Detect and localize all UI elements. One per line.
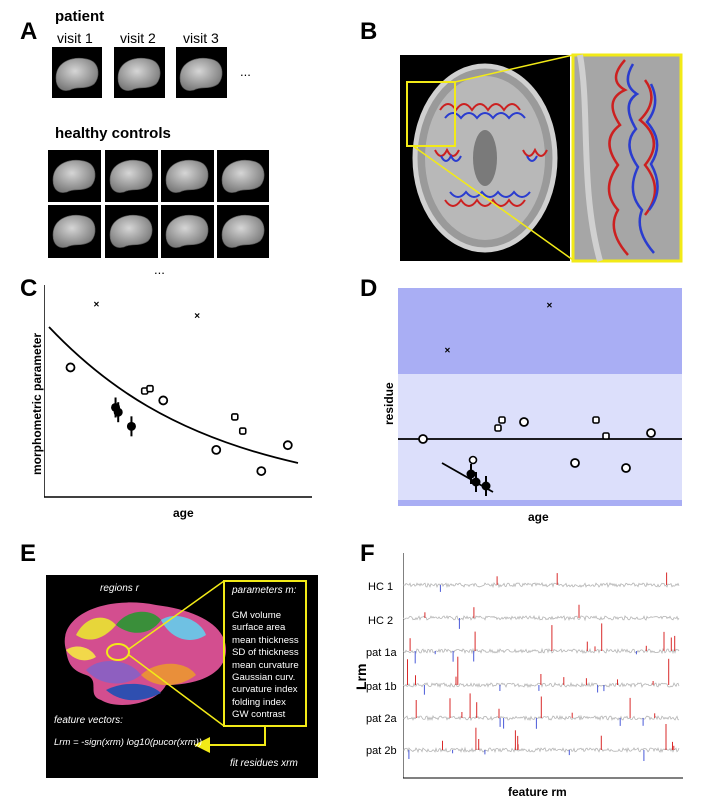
c-point-open xyxy=(65,362,76,373)
patient-title: patient xyxy=(55,8,105,25)
region xyxy=(116,611,161,633)
c-point-square xyxy=(146,384,154,393)
d-point-cross: × xyxy=(445,346,451,357)
c-point-open xyxy=(282,440,293,451)
parameter-item: folding index xyxy=(232,696,286,708)
panel-c-ylabel: morphometric parameter xyxy=(30,332,44,475)
c-point-filled xyxy=(126,421,136,431)
pial-surface-contour xyxy=(434,103,548,207)
panel-d-xlabel: age xyxy=(528,510,549,524)
region xyxy=(76,617,116,640)
controls-ellipsis: ... xyxy=(154,262,165,277)
region xyxy=(161,615,206,640)
c-point-filled xyxy=(113,407,123,417)
white-matter-contour xyxy=(440,112,538,198)
visit-2-label: visit 2 xyxy=(120,30,156,46)
d-point-open xyxy=(570,458,580,468)
region xyxy=(86,660,141,684)
brain-surfaces-overlay xyxy=(52,57,265,248)
panel-f-xlabel: feature rm xyxy=(508,785,567,799)
c-point-open xyxy=(211,444,222,455)
e-connector-top xyxy=(128,580,225,650)
parameter-item: GM volume xyxy=(232,610,282,621)
d-point-open xyxy=(646,428,656,438)
controls-title: healthy controls xyxy=(55,125,171,142)
f-trace xyxy=(403,647,680,655)
e-connector-bottom xyxy=(128,654,225,727)
d-point-filled xyxy=(466,469,476,479)
panel-d-ylabel: residue xyxy=(382,382,396,425)
cortical-parcellation xyxy=(64,580,307,753)
regions-label: regions r xyxy=(100,583,139,594)
d-inner-band xyxy=(398,374,682,500)
region xyxy=(106,683,161,701)
panel-label-e: E xyxy=(20,540,37,567)
parameter-item: SD of thickness xyxy=(232,647,299,659)
d-point-open xyxy=(468,455,478,465)
row-label-hc2: HC 2 xyxy=(368,615,394,627)
mri-segmentation-figure xyxy=(400,53,683,263)
parameters-list: GM volume surface area mean thickness SD… xyxy=(232,610,299,722)
region xyxy=(141,663,196,686)
d-point-filled xyxy=(481,481,491,491)
panel-label-a: A xyxy=(20,18,38,45)
parameter-item: mean thickness xyxy=(232,634,299,646)
parameter-item: curvature index xyxy=(232,684,298,696)
c-point-cross: × xyxy=(194,311,200,322)
c-point-open xyxy=(256,466,267,476)
c-point-square xyxy=(231,413,239,421)
parameters-title: parameters m: xyxy=(232,585,297,596)
parameter-item: mean curvature xyxy=(232,659,299,671)
d-point-cross: × xyxy=(547,301,553,312)
panel-label-d: D xyxy=(360,275,378,302)
region xyxy=(66,646,96,661)
row-label-pat1b: pat 1b xyxy=(366,681,397,693)
e-arrow-head xyxy=(194,737,210,753)
formula: Lrm = -sign(xrm) log10(pucor(xrm)) xyxy=(54,737,203,748)
panel-c-xlabel: age xyxy=(173,506,194,520)
f-trace xyxy=(403,614,680,622)
panel-label-f: F xyxy=(360,540,375,567)
d-point-open xyxy=(418,434,428,444)
parameter-item: Gaussian curv. xyxy=(232,672,296,684)
zoom-connector-top xyxy=(454,54,574,83)
inset-skull xyxy=(577,54,603,262)
ventricles xyxy=(473,130,497,186)
visit-1-label: visit 1 xyxy=(57,30,93,46)
row-label-pat1a: pat 1a xyxy=(366,647,397,659)
d-point-open xyxy=(621,463,631,473)
selected-region-outline xyxy=(106,643,130,661)
parameter-item: GW contrast xyxy=(232,709,286,721)
panel-label-b: B xyxy=(360,18,378,45)
panel-label-c: C xyxy=(20,275,38,302)
f-trace xyxy=(403,746,680,754)
zoom-region-box xyxy=(406,81,456,147)
f-trace xyxy=(403,582,680,589)
zoom-connector-bottom xyxy=(412,145,574,261)
panel-c-chart: ×× xyxy=(44,285,312,498)
parameter-item: surface area xyxy=(232,622,286,634)
d-point-square xyxy=(592,416,600,424)
visit-3-label: visit 3 xyxy=(183,30,219,46)
c-point-square xyxy=(238,427,247,435)
d-point-filled xyxy=(471,477,481,487)
row-label-pat2a: pat 2a xyxy=(366,713,397,725)
panel-f-chart xyxy=(403,553,683,779)
visits-ellipsis: ... xyxy=(240,64,251,79)
d-point-square xyxy=(494,424,502,432)
c-fit-curve xyxy=(48,326,299,464)
c-point-cross: × xyxy=(94,299,100,310)
d-point-open xyxy=(519,417,529,427)
d-point-square xyxy=(602,432,610,440)
fit-residues-label: fit residues xrm xyxy=(230,758,298,769)
c-point-open xyxy=(158,395,169,406)
row-label-pat2b: pat 2b xyxy=(366,745,397,757)
inset-wm-contour xyxy=(626,63,659,254)
feature-vectors-label: feature vectors: xyxy=(54,715,123,726)
d-point-square xyxy=(498,416,506,424)
panel-d-chart: ×× xyxy=(398,288,682,506)
e-arrow-line xyxy=(210,726,266,746)
inset-pial-contour xyxy=(607,59,657,256)
row-label-hc1: HC 1 xyxy=(368,581,394,593)
